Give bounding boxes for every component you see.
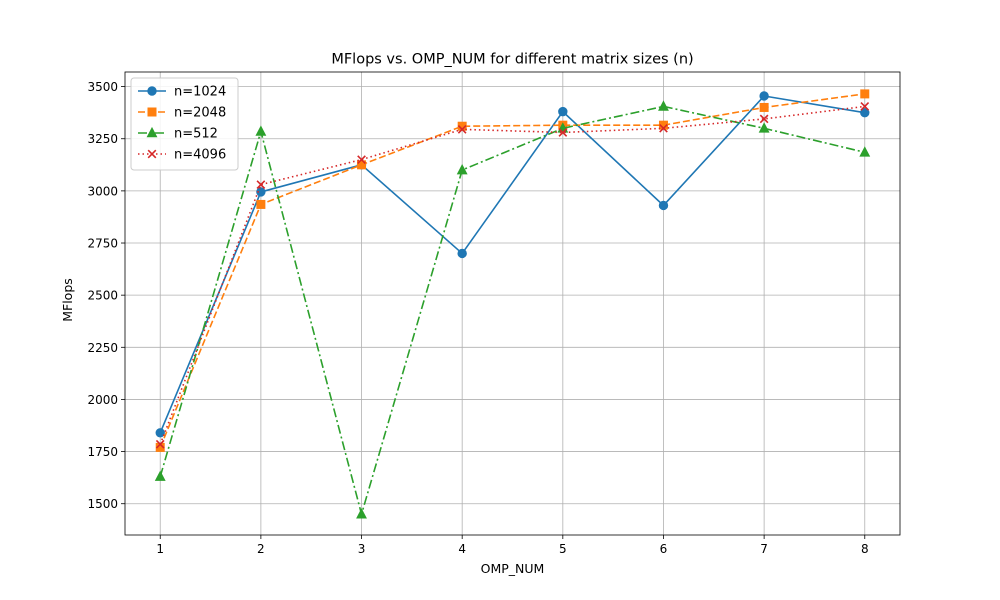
series-layer <box>154 89 871 519</box>
x-marker-stroke <box>155 439 165 449</box>
data-point <box>659 123 668 133</box>
legend-item: n=2048 <box>138 106 226 121</box>
grid-lines <box>125 72 900 535</box>
data-point <box>255 125 267 136</box>
data-point <box>759 114 769 124</box>
series-line <box>159 95 865 434</box>
x-marker-stroke <box>860 102 870 111</box>
y-tick-label: 3250 <box>87 132 118 146</box>
legend-item: n=512 <box>138 127 218 142</box>
series-line <box>159 105 865 515</box>
data-point <box>356 508 367 519</box>
chart-title: MFlops vs. OMP_NUM for different matrix … <box>331 52 693 68</box>
legend-marker <box>146 126 158 138</box>
data-point <box>457 248 467 259</box>
legend-label: n=2048 <box>174 106 226 121</box>
data-point <box>357 155 366 164</box>
legend: n=1024 n=2048 n=512 n=4096 <box>130 77 239 171</box>
legend-label: n=1024 <box>174 85 226 100</box>
data-point <box>860 89 870 99</box>
y-tick-label: 1500 <box>87 497 118 511</box>
y-tick-label: 2500 <box>87 289 118 303</box>
series-n-1024 <box>155 91 870 438</box>
data-point <box>658 200 669 211</box>
data-point <box>759 91 769 101</box>
series-n-512 <box>154 100 871 519</box>
data-point <box>859 146 871 157</box>
data-point <box>758 122 770 133</box>
y-tick-label: 2000 <box>87 393 118 407</box>
legend-marker <box>147 86 157 96</box>
x-marker-stroke <box>256 180 266 189</box>
data-point <box>256 199 266 209</box>
y-tick-label: 2750 <box>87 237 118 251</box>
data-point <box>155 439 165 449</box>
x-tick-label: 8 <box>861 542 869 556</box>
y-tick-label: 3500 <box>87 80 118 94</box>
data-point <box>558 106 568 117</box>
data-point <box>558 128 568 137</box>
x-marker-stroke <box>659 123 668 133</box>
y-tick-label: 3000 <box>87 184 118 198</box>
x-tick-label: 1 <box>156 542 164 556</box>
data-point <box>759 102 769 112</box>
series-n-4096 <box>155 102 870 449</box>
x-tick-label: 6 <box>660 542 668 556</box>
x-marker-stroke <box>558 128 568 137</box>
y-tick-label: 1750 <box>87 445 118 459</box>
series-line <box>159 105 865 445</box>
x-marker-stroke <box>357 155 366 164</box>
x-marker-stroke <box>147 149 157 159</box>
legend-marker <box>147 107 157 117</box>
x-tick-label: 2 <box>257 542 265 556</box>
data-point <box>860 107 870 118</box>
x-tick-label: 4 <box>458 542 466 556</box>
data-point <box>154 470 166 481</box>
y-tick-label: 2250 <box>87 341 118 355</box>
legend-label: n=512 <box>174 127 218 142</box>
y-axis-label: MFlops <box>60 278 75 322</box>
legend-label: n=4096 <box>174 148 226 163</box>
data-point <box>860 102 870 111</box>
x-tick-label: 7 <box>760 542 768 556</box>
data-point <box>658 100 669 111</box>
x-tick-label: 5 <box>559 542 567 556</box>
legend-box <box>130 77 239 171</box>
series-n-2048 <box>155 89 870 452</box>
x-marker-stroke <box>457 124 467 134</box>
x-marker-stroke <box>759 114 769 124</box>
data-point <box>457 124 467 134</box>
data-point <box>256 187 266 197</box>
series-line <box>159 93 865 448</box>
data-point <box>256 180 266 189</box>
legend-marker <box>147 149 157 159</box>
legend-item: n=1024 <box>138 85 226 100</box>
x-axis-label: OMP_NUM <box>481 561 545 576</box>
data-point <box>155 428 165 438</box>
plot-area-frame <box>124 71 901 536</box>
axis-ticks: 1 2 3 4 5 6 7 8 1500 1750 2000 2250 2500 2750 3000 3250… <box>87 80 868 556</box>
x-tick-label: 3 <box>358 542 366 556</box>
data-point <box>357 160 367 170</box>
data-point <box>456 163 468 175</box>
legend-item: n=4096 <box>138 148 226 163</box>
